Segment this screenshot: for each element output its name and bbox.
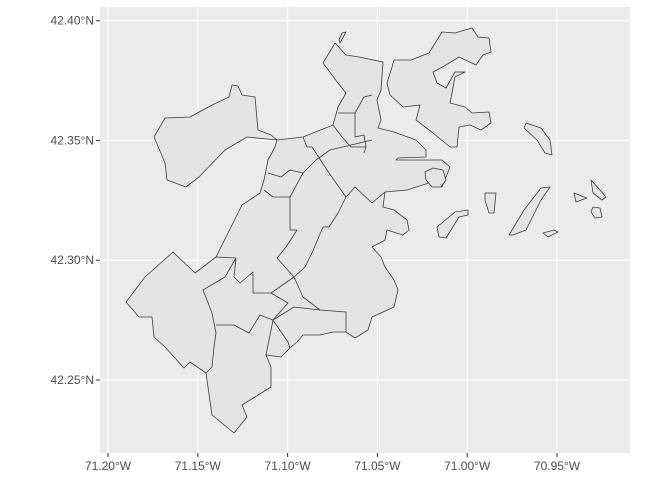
x-tick-label: 71.05°W xyxy=(354,459,401,473)
island-long xyxy=(508,186,551,236)
island xyxy=(338,31,347,44)
y-tick-label: 42.25°N xyxy=(51,373,95,387)
island xyxy=(484,192,497,214)
y-tick-label: 42.40°N xyxy=(51,14,95,28)
island xyxy=(436,209,469,239)
island xyxy=(573,192,588,203)
island xyxy=(590,206,603,219)
axes: 71.20°W 71.15°W 71.10°W 71.05°W 71.00°W 70.95… xyxy=(51,14,581,473)
island xyxy=(523,122,553,156)
y-tick-label: 42.30°N xyxy=(51,253,95,267)
region-allston-brighton xyxy=(153,84,278,188)
island xyxy=(590,179,607,201)
x-tick-label: 71.10°W xyxy=(265,459,312,473)
x-tick-label: 70.95°W xyxy=(534,459,581,473)
x-tick-label: 71.00°W xyxy=(444,459,491,473)
x-tick-label: 71.15°W xyxy=(175,459,222,473)
x-tick-label: 71.20°W xyxy=(85,459,132,473)
neighborhood-borders xyxy=(202,94,386,374)
island-castle xyxy=(424,167,447,188)
island xyxy=(542,229,559,238)
region-east-boston xyxy=(386,27,492,148)
y-tick-label: 42.35°N xyxy=(51,133,95,147)
